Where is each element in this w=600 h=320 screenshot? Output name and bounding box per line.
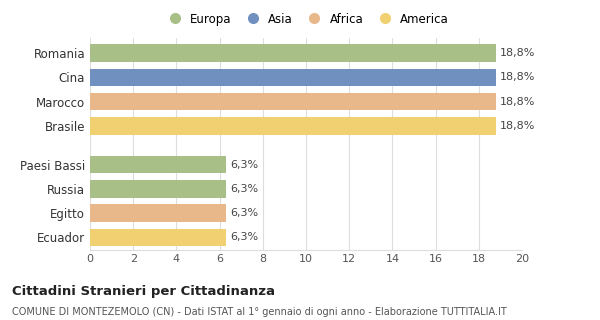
Legend: Europa, Asia, Africa, America: Europa, Asia, Africa, America [163, 12, 449, 26]
Text: 6,3%: 6,3% [230, 232, 258, 243]
Bar [90, 93, 496, 110]
Bar [90, 156, 226, 173]
Text: 6,3%: 6,3% [230, 184, 258, 194]
Text: 6,3%: 6,3% [230, 208, 258, 218]
Text: 6,3%: 6,3% [230, 160, 258, 170]
Bar [90, 229, 226, 246]
Bar [90, 68, 496, 86]
Bar [90, 204, 226, 222]
Bar [90, 180, 226, 198]
Text: 18,8%: 18,8% [500, 121, 535, 131]
Bar [90, 44, 496, 62]
Text: 18,8%: 18,8% [500, 97, 535, 107]
Text: COMUNE DI MONTEZEMOLO (CN) - Dati ISTAT al 1° gennaio di ogni anno - Elaborazion: COMUNE DI MONTEZEMOLO (CN) - Dati ISTAT … [12, 307, 507, 317]
Text: 18,8%: 18,8% [500, 72, 535, 82]
Bar [90, 117, 496, 134]
Text: 18,8%: 18,8% [500, 48, 535, 58]
Text: Cittadini Stranieri per Cittadinanza: Cittadini Stranieri per Cittadinanza [12, 285, 275, 298]
